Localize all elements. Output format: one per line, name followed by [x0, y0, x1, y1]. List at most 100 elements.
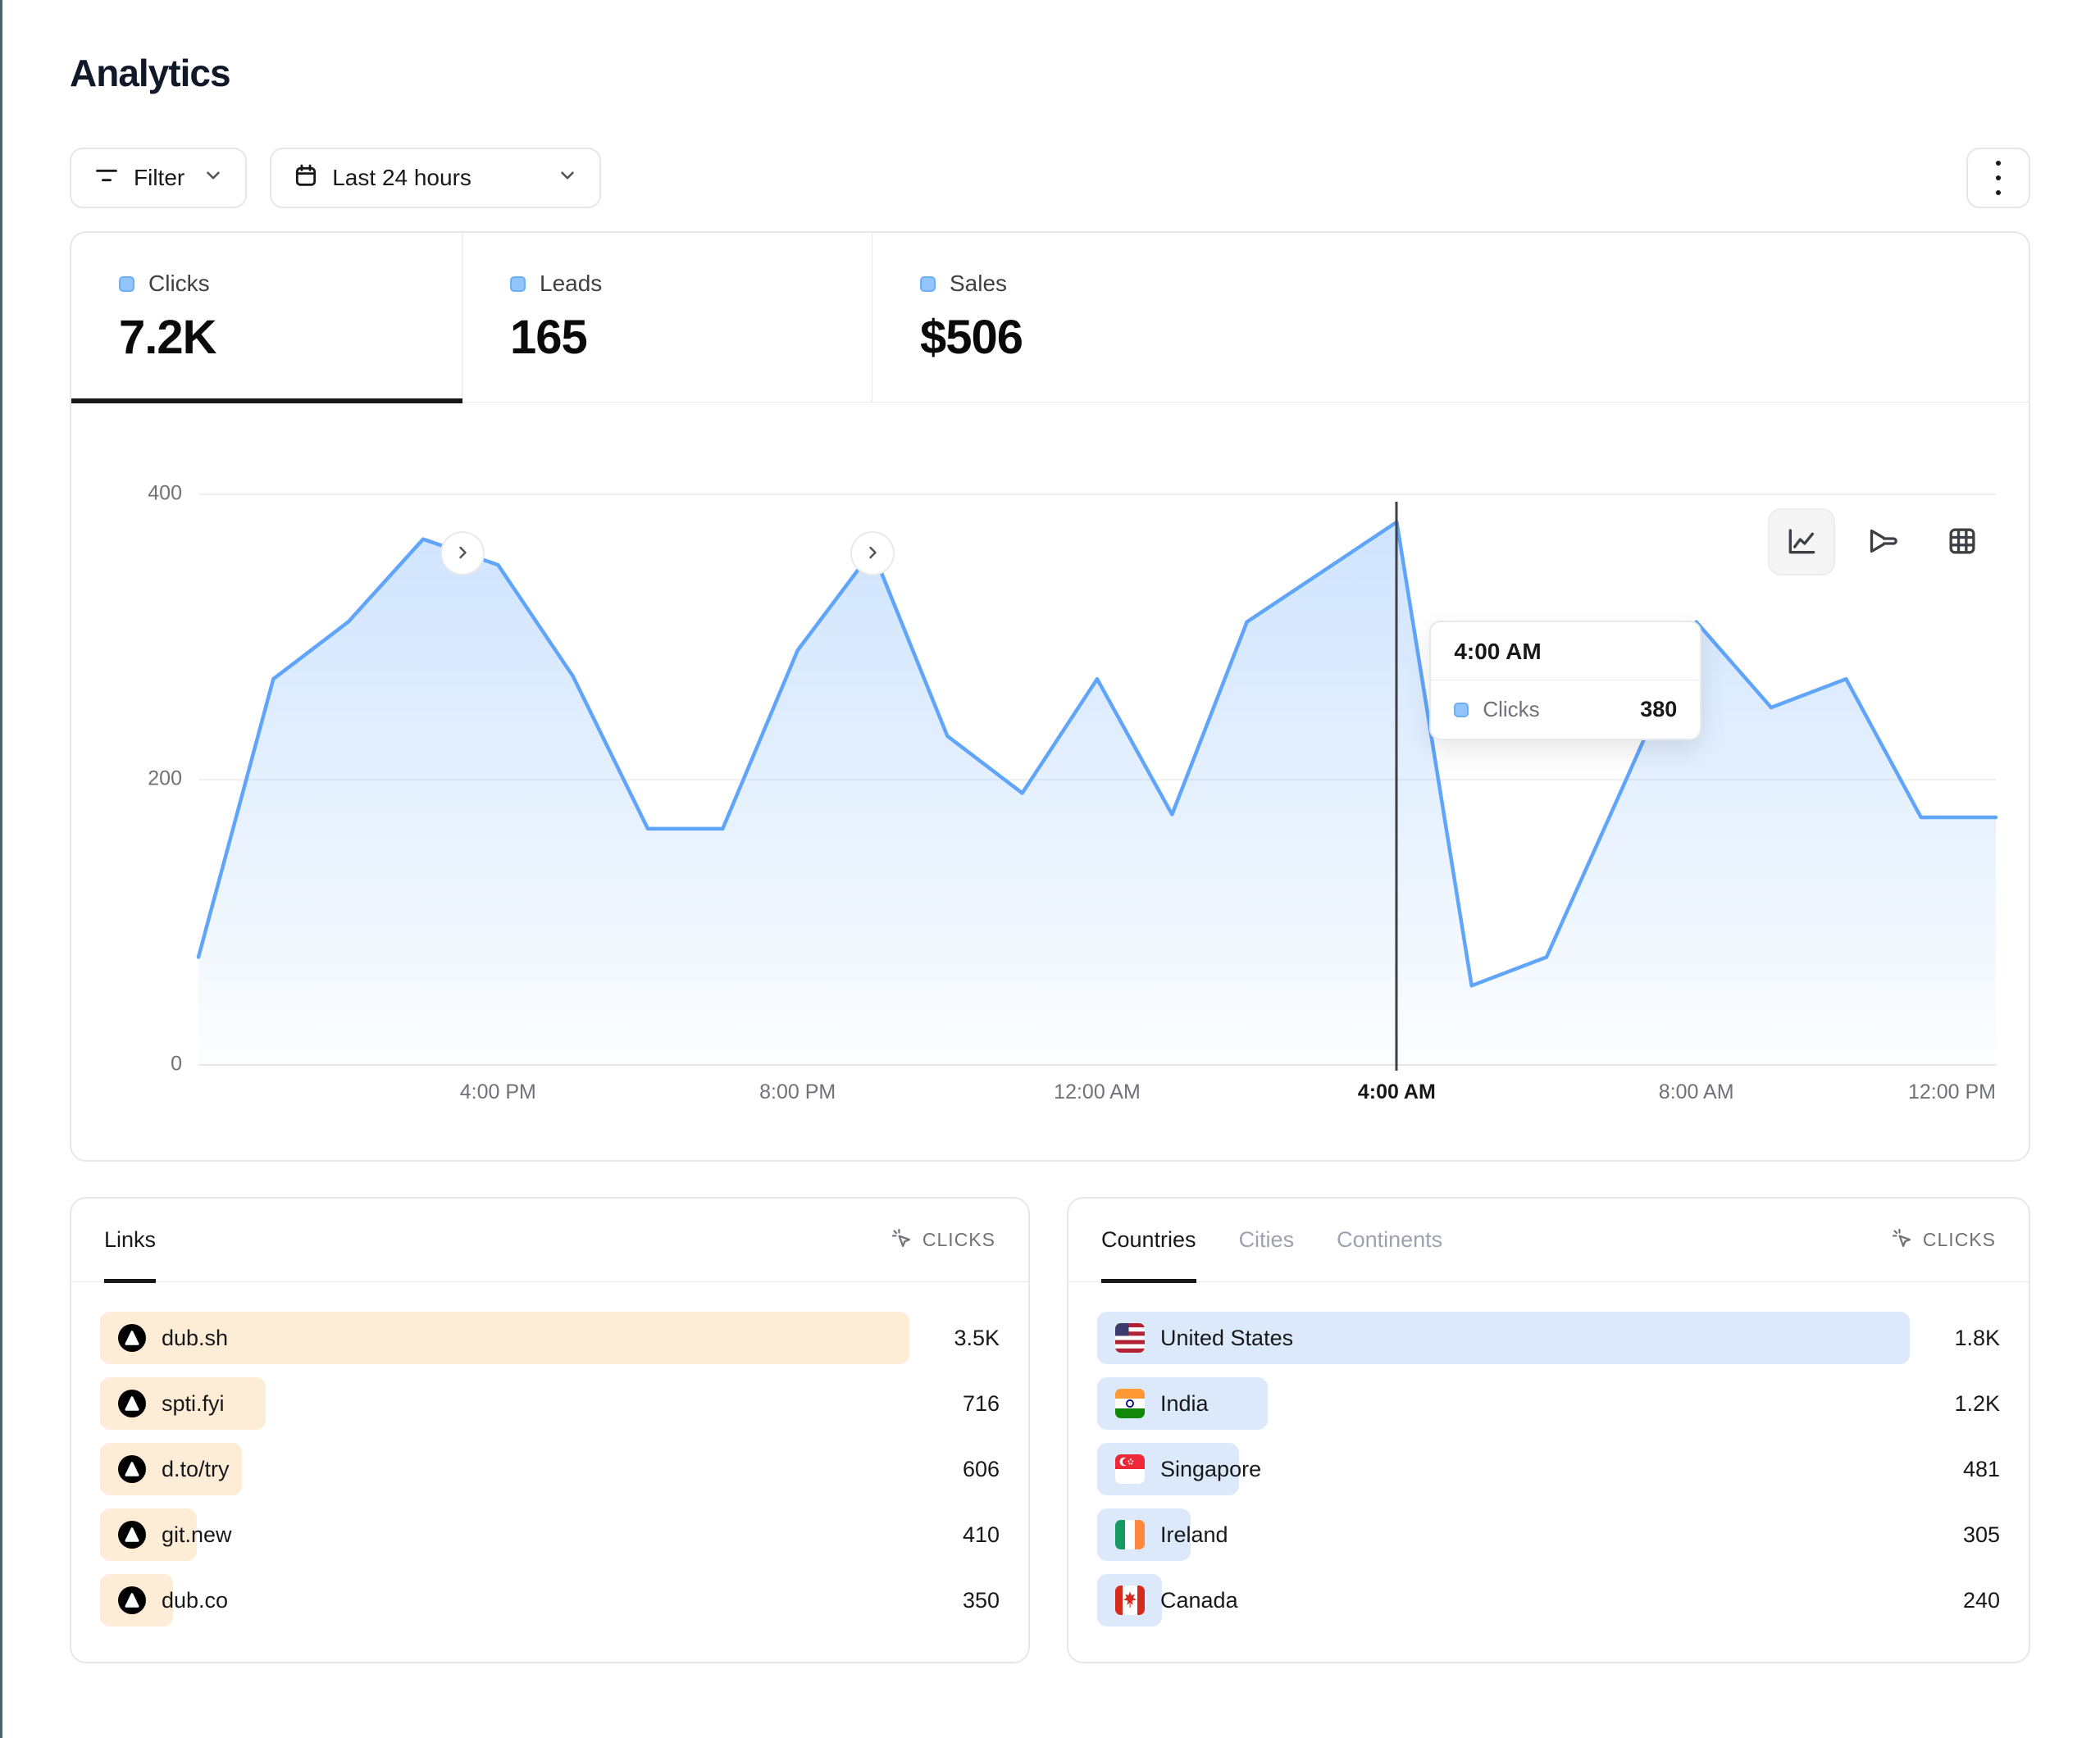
- leads-label: Leads: [540, 271, 603, 296]
- sales-value: $506: [920, 311, 1023, 364]
- link-label: d.to/try: [162, 1456, 230, 1481]
- tab-continents[interactable]: Continents: [1337, 1199, 1442, 1281]
- filter-button[interactable]: Filter: [70, 148, 248, 208]
- country-value: 481: [1962, 1456, 2000, 1481]
- dub-logo-icon: [118, 1586, 146, 1614]
- link-label: spti.fyi: [162, 1390, 225, 1416]
- tooltip-time: 4:00 AM: [1431, 622, 1701, 680]
- geo-metric-badge[interactable]: CLICKS: [1890, 1226, 1996, 1254]
- x-axis: 4:00 PM 8:00 PM 12:00 AM 4:00 AM 8:00 AM 12:0…: [198, 1081, 1996, 1113]
- gridline-400: [198, 494, 1996, 495]
- tooltip-series-label: Clicks: [1483, 697, 1540, 721]
- dots-vertical-icon: [1996, 156, 2001, 200]
- geo-metric-label: CLICKS: [1922, 1229, 1996, 1250]
- tab-links[interactable]: Links: [104, 1199, 157, 1283]
- country-bar: [1097, 1312, 1910, 1364]
- toolbar: Filter Last 24 hours: [70, 148, 2030, 208]
- country-label: Canada: [1160, 1587, 1238, 1613]
- leads-value: 165: [510, 311, 588, 364]
- link-label: dub.co: [162, 1587, 229, 1613]
- link-row[interactable]: dub.sh 3.5K: [100, 1312, 1000, 1364]
- geo-rows: United States 1.8K India 1.2K Singapore 481 Ir…: [1068, 1282, 2029, 1627]
- cursor-click-icon: [890, 1226, 913, 1254]
- x-axis-tick: 8:00 PM: [759, 1081, 836, 1103]
- x-axis-tick: 12:00 AM: [1054, 1081, 1141, 1103]
- funnel-chart-icon: [1865, 525, 1898, 560]
- tab-cities-label: Cities: [1238, 1227, 1295, 1252]
- links-metric-badge[interactable]: CLICKS: [890, 1226, 995, 1254]
- link-value: 410: [962, 1522, 1000, 1547]
- link-value: 606: [962, 1456, 1000, 1481]
- country-row[interactable]: Singapore 481: [1097, 1443, 2000, 1495]
- x-axis-tick: 4:00 PM: [459, 1081, 536, 1103]
- chevron-down-icon: [203, 165, 224, 192]
- calendar-icon: [293, 162, 319, 194]
- date-range-label: Last 24 hours: [332, 165, 471, 190]
- funnel-chart-view-button[interactable]: [1848, 508, 1916, 576]
- link-label: git.new: [162, 1522, 232, 1547]
- link-value: 350: [962, 1587, 1000, 1613]
- country-label: Singapore: [1160, 1456, 1262, 1481]
- link-value: 3.5K: [954, 1325, 1000, 1350]
- window-edge-accent: [0, 0, 2, 1738]
- flag-sg-icon: [1115, 1454, 1145, 1484]
- link-row[interactable]: spti.fyi 716: [100, 1377, 1000, 1430]
- clicks-area-chart[interactable]: 400 200 0 4:00 AM Clicks: [148, 482, 1996, 1103]
- link-label: dub.sh: [162, 1325, 229, 1350]
- tab-sales[interactable]: Sales $506: [872, 233, 1299, 402]
- link-row[interactable]: dub.co 350: [100, 1574, 1000, 1627]
- dub-logo-icon: [118, 1455, 146, 1483]
- country-value: 305: [1962, 1522, 2000, 1547]
- chevron-right-icon: [453, 543, 472, 565]
- country-row[interactable]: Ireland 305: [1097, 1508, 2000, 1561]
- expand-leads-sales-button[interactable]: [850, 531, 895, 576]
- tab-clicks[interactable]: Clicks 7.2K: [71, 233, 462, 402]
- dub-logo-icon: [118, 1390, 146, 1417]
- chevron-right-icon: [863, 543, 882, 565]
- table-view-button[interactable]: [1929, 508, 1996, 576]
- tab-countries[interactable]: Countries: [1101, 1199, 1196, 1283]
- link-bar: [100, 1508, 198, 1561]
- line-chart-icon: [1785, 525, 1818, 560]
- x-axis-tick: 4:00 AM: [1357, 1081, 1436, 1103]
- geo-panel: Countries Cities Continents CLICKS United …: [1067, 1197, 2030, 1663]
- link-value: 716: [962, 1390, 1000, 1416]
- country-value: 240: [1962, 1587, 2000, 1613]
- leads-marker: [510, 275, 526, 292]
- x-axis-tick: 8:00 AM: [1658, 1081, 1734, 1103]
- link-row[interactable]: git.new 410: [100, 1508, 1000, 1561]
- active-tab-underline: [71, 398, 462, 403]
- filter-button-label: Filter: [134, 165, 185, 190]
- tab-links-label: Links: [104, 1227, 157, 1252]
- tab-countries-label: Countries: [1101, 1227, 1196, 1252]
- tab-cities[interactable]: Cities: [1239, 1199, 1295, 1281]
- country-row[interactable]: Canada 240: [1097, 1574, 2000, 1627]
- more-options-button[interactable]: [1966, 148, 2030, 208]
- dub-logo-icon: [118, 1521, 146, 1549]
- tab-leads[interactable]: Leads 165: [462, 233, 872, 402]
- table-grid-icon: [1946, 525, 1979, 560]
- sales-marker: [920, 275, 936, 292]
- country-row[interactable]: United States 1.8K: [1097, 1312, 2000, 1364]
- chevron-down-icon: [557, 165, 578, 192]
- links-rows: dub.sh 3.5K spti.fyi 716 d.to/try 606 git.new 4…: [71, 1282, 1028, 1627]
- chart-area-fill: [198, 521, 1996, 1064]
- cursor-click-icon: [1890, 1226, 1913, 1254]
- link-row[interactable]: d.to/try 606: [100, 1443, 1000, 1495]
- line-chart-view-button[interactable]: [1768, 508, 1835, 576]
- date-range-button[interactable]: Last 24 hours: [270, 148, 602, 208]
- country-value: 1.8K: [1954, 1325, 2000, 1350]
- flag-us-icon: [1115, 1323, 1145, 1353]
- expand-clicks-leads-button[interactable]: [440, 531, 485, 576]
- clicks-label: Clicks: [148, 271, 210, 296]
- area-chart-svg: [198, 494, 1996, 1064]
- links-metric-label: CLICKS: [922, 1229, 995, 1250]
- breakdown-panels: Links CLICKS dub.sh 3.5K spti.fyi 716 d.to/t…: [70, 1197, 2030, 1663]
- clicks-marker: [119, 275, 134, 292]
- country-value: 1.2K: [1954, 1390, 2000, 1416]
- page-title: Analytics: [70, 52, 231, 94]
- country-row[interactable]: India 1.2K: [1097, 1377, 2000, 1430]
- tooltip-value: 380: [1640, 697, 1678, 721]
- links-panel: Links CLICKS dub.sh 3.5K spti.fyi 716 d.to/t…: [70, 1197, 1030, 1663]
- link-bar: [100, 1312, 909, 1364]
